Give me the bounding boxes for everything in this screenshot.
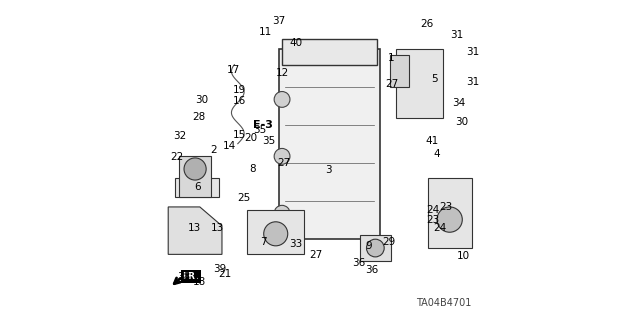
Text: 32: 32: [173, 131, 186, 141]
Text: 23: 23: [426, 215, 439, 225]
Bar: [175, 178, 219, 197]
Circle shape: [367, 239, 384, 257]
Text: 3: 3: [325, 165, 332, 174]
Bar: [396, 49, 444, 118]
Text: 16: 16: [233, 96, 246, 106]
Text: 1: 1: [388, 53, 395, 63]
Circle shape: [274, 205, 290, 221]
Text: 40: 40: [290, 38, 303, 48]
Text: 31: 31: [466, 77, 479, 87]
Text: 31: 31: [466, 47, 479, 57]
Text: 20: 20: [244, 133, 257, 143]
Text: 37: 37: [273, 16, 286, 26]
Text: 6: 6: [195, 182, 201, 192]
Text: FR.: FR.: [182, 272, 199, 281]
Text: 30: 30: [195, 95, 208, 105]
Text: 5: 5: [431, 74, 438, 84]
Text: 34: 34: [452, 98, 465, 108]
Text: 38: 38: [177, 272, 191, 282]
Circle shape: [184, 158, 206, 180]
Text: 23: 23: [439, 202, 452, 212]
Bar: [247, 210, 304, 254]
Text: 19: 19: [233, 85, 246, 95]
Text: 4: 4: [433, 149, 440, 160]
Text: 36: 36: [365, 265, 378, 276]
Text: 21: 21: [218, 269, 231, 279]
Circle shape: [274, 148, 290, 164]
Bar: [390, 55, 408, 87]
Text: 35: 35: [262, 136, 275, 146]
Text: 30: 30: [455, 117, 468, 127]
Text: 17: 17: [227, 65, 240, 75]
Text: 41: 41: [425, 136, 438, 146]
Text: 25: 25: [237, 193, 251, 203]
Text: 12: 12: [276, 68, 289, 78]
Text: 33: 33: [289, 239, 302, 249]
Text: 36: 36: [352, 257, 365, 268]
Text: 18: 18: [193, 277, 207, 286]
Circle shape: [264, 222, 288, 246]
Circle shape: [274, 92, 290, 107]
Text: 15: 15: [233, 130, 246, 139]
Text: 24: 24: [426, 205, 439, 215]
Text: 27: 27: [310, 250, 323, 260]
Text: 13: 13: [188, 223, 201, 233]
Bar: [282, 39, 377, 65]
Text: 10: 10: [457, 251, 470, 261]
Text: E-3: E-3: [253, 120, 273, 130]
Text: 29: 29: [382, 237, 396, 247]
Bar: [279, 49, 380, 239]
Bar: [360, 235, 391, 261]
Text: TA04B4701: TA04B4701: [417, 298, 472, 308]
Text: 28: 28: [192, 112, 205, 122]
Text: 13: 13: [211, 223, 224, 233]
Text: 7: 7: [260, 237, 267, 247]
Text: 35: 35: [253, 125, 266, 135]
Polygon shape: [168, 207, 222, 254]
Text: 14: 14: [223, 141, 236, 151]
Text: 11: 11: [259, 27, 272, 37]
Bar: [428, 178, 472, 248]
Text: 2: 2: [210, 145, 216, 155]
Text: 8: 8: [250, 164, 256, 174]
Text: 39: 39: [213, 264, 227, 274]
Text: 27: 27: [277, 158, 291, 168]
Text: 24: 24: [433, 223, 446, 233]
Bar: [179, 156, 211, 197]
Text: 9: 9: [365, 241, 372, 250]
Text: 26: 26: [420, 19, 433, 29]
Text: 22: 22: [170, 152, 183, 162]
Text: 31: 31: [451, 30, 463, 40]
Text: 27: 27: [385, 79, 399, 89]
Circle shape: [437, 207, 462, 232]
